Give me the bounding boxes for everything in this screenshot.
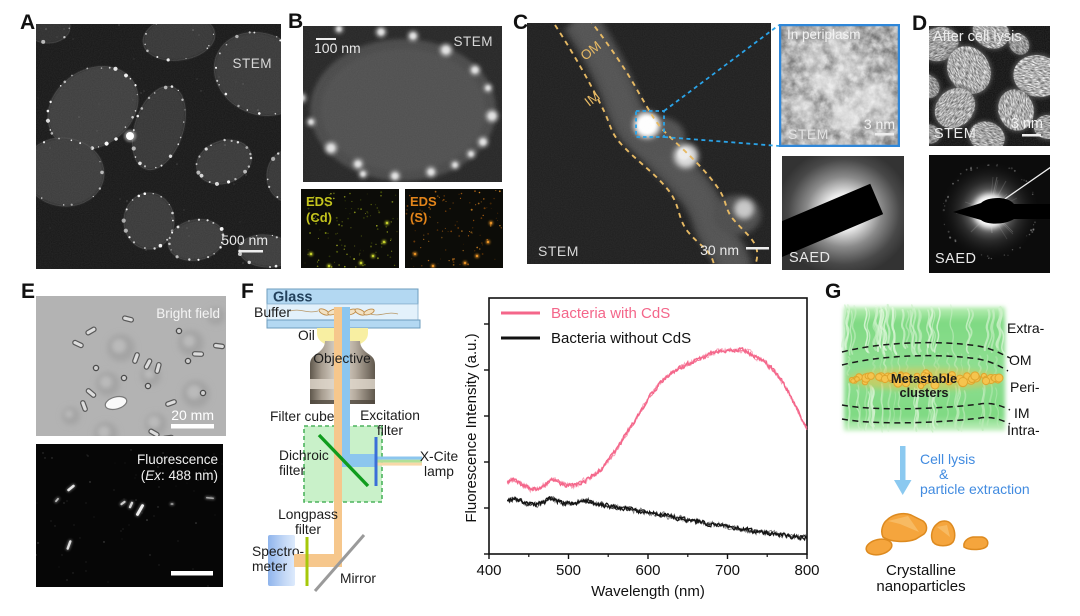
svg-text:clusters: clusters <box>899 385 948 400</box>
svg-text:SAED: SAED <box>789 250 831 266</box>
svg-text:Buffer: Buffer <box>254 304 291 320</box>
svg-text:filter: filter <box>295 522 321 537</box>
svg-text:Bacteria with CdS: Bacteria with CdS <box>551 305 670 322</box>
svg-text:500 nm: 500 nm <box>221 232 268 248</box>
svg-text:(Cd): (Cd) <box>306 210 332 225</box>
svg-text:In periplasm: In periplasm <box>787 27 861 42</box>
svg-text:filter: filter <box>279 463 305 478</box>
svg-text:Peri-: Peri- <box>1010 379 1040 395</box>
svg-text:Fluorescence: Fluorescence <box>137 452 218 467</box>
svg-text:STEM: STEM <box>232 56 272 71</box>
svg-text:800: 800 <box>794 562 819 579</box>
svg-text:OM: OM <box>1009 352 1032 368</box>
svg-text:Objective: Objective <box>313 351 371 366</box>
svg-text:particle extraction: particle extraction <box>920 481 1030 497</box>
svg-text:Spectro-: Spectro- <box>252 544 304 559</box>
svg-text:Glass: Glass <box>273 290 313 306</box>
svg-text:SAED: SAED <box>935 251 977 267</box>
svg-text:(Ex: 488 nm): (Ex: 488 nm) <box>141 468 218 483</box>
svg-text:Fluorescence Intensity (a.u.): Fluorescence Intensity (a.u.) <box>463 333 480 522</box>
svg-text:Extra-: Extra- <box>1007 320 1045 336</box>
svg-text:lamp: lamp <box>424 464 454 479</box>
svg-text:(S): (S) <box>410 210 427 225</box>
svg-text:After cell lysis: After cell lysis <box>933 29 1022 45</box>
svg-text:Crystalline: Crystalline <box>886 562 956 579</box>
svg-text:100 nm: 100 nm <box>314 40 361 56</box>
svg-text:STEM: STEM <box>934 126 976 142</box>
svg-text:EDS: EDS <box>410 194 437 209</box>
svg-text:700: 700 <box>715 562 740 579</box>
svg-text:30 nm: 30 nm <box>700 242 739 258</box>
svg-text:STEM: STEM <box>788 126 829 142</box>
svg-text:X-Cite: X-Cite <box>420 449 459 464</box>
svg-text:500: 500 <box>556 562 581 579</box>
svg-text:Mirror: Mirror <box>340 571 376 586</box>
svg-text:Intra-: Intra- <box>1007 422 1040 438</box>
svg-text:Longpass: Longpass <box>278 507 338 522</box>
svg-text:nanoparticles: nanoparticles <box>876 578 965 595</box>
svg-text:3 nm: 3 nm <box>1011 116 1043 132</box>
svg-text:STEM: STEM <box>538 243 579 259</box>
svg-text:filter: filter <box>377 423 403 438</box>
svg-text:Cell lysis: Cell lysis <box>920 451 975 467</box>
svg-text:Bacteria without CdS: Bacteria without CdS <box>551 330 691 347</box>
svg-text:400: 400 <box>476 562 501 579</box>
svg-text:Filter cube: Filter cube <box>270 409 335 424</box>
svg-text:20 mm: 20 mm <box>171 407 214 423</box>
svg-text:Dichroic: Dichroic <box>279 448 329 463</box>
svg-text:IM: IM <box>1014 405 1030 421</box>
svg-text:&: & <box>939 466 949 482</box>
svg-text:Excitation: Excitation <box>360 408 420 423</box>
svg-text:600: 600 <box>635 562 660 579</box>
svg-text:EDS: EDS <box>306 194 333 209</box>
svg-text:IM: IM <box>582 88 603 109</box>
svg-text:Wavelength (nm): Wavelength (nm) <box>591 583 705 600</box>
svg-text:meter: meter <box>252 559 288 574</box>
svg-text:Metastable: Metastable <box>891 371 957 386</box>
svg-text:3 nm: 3 nm <box>864 116 895 132</box>
svg-text:STEM: STEM <box>453 34 493 49</box>
svg-text:Bright field: Bright field <box>156 306 220 321</box>
svg-text:Oil: Oil <box>298 328 315 343</box>
